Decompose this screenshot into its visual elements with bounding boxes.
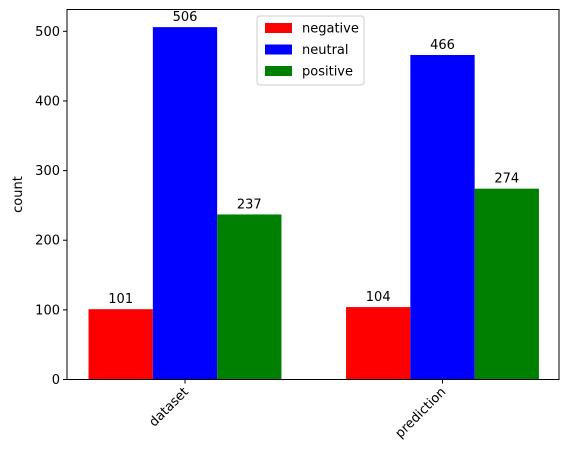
y-tick-label: 200 xyxy=(35,234,60,249)
x-tick-label-dataset: dataset xyxy=(146,385,191,430)
data-label-positive-dataset: 237 xyxy=(237,197,262,212)
bar-negative-prediction xyxy=(346,307,411,380)
data-label-negative-dataset: 101 xyxy=(108,292,133,307)
bar-positive-dataset xyxy=(217,214,282,380)
bar-negative-dataset xyxy=(88,309,153,380)
y-axis-title: count xyxy=(11,176,26,213)
bar-neutral-prediction xyxy=(410,54,475,380)
y-axis: 0 100 200 300 400 500 xyxy=(35,25,67,388)
legend-swatch-neutral xyxy=(265,44,292,55)
plot-frame xyxy=(66,9,560,380)
y-tick-label: 0 xyxy=(52,373,60,388)
y-tick-label: 300 xyxy=(35,164,60,179)
y-tick-label: 500 xyxy=(35,25,60,40)
bar-neutral-dataset xyxy=(152,27,218,380)
legend-label-neutral: neutral xyxy=(302,43,349,58)
data-labels-layer: 101 104 506 466 237 274 xyxy=(108,10,519,307)
legend: negative neutral positive xyxy=(256,15,365,86)
legend-swatch-negative xyxy=(265,23,292,33)
bars-layer xyxy=(88,27,539,380)
bar-positive-prediction xyxy=(474,188,539,380)
legend-label-positive: positive xyxy=(302,65,353,80)
y-tick-label: 400 xyxy=(35,94,60,109)
legend-label-negative: negative xyxy=(302,22,359,37)
data-label-neutral-prediction: 466 xyxy=(430,38,455,53)
axes-layer xyxy=(66,9,560,380)
data-label-positive-prediction: 274 xyxy=(494,172,519,187)
x-tick-label-prediction: prediction xyxy=(393,385,450,442)
legend-swatch-positive xyxy=(265,66,292,76)
x-axis: dataset prediction xyxy=(146,379,450,442)
y-tick-label: 100 xyxy=(35,303,60,318)
data-label-negative-prediction: 104 xyxy=(366,290,391,305)
data-label-neutral-dataset: 506 xyxy=(173,10,198,25)
